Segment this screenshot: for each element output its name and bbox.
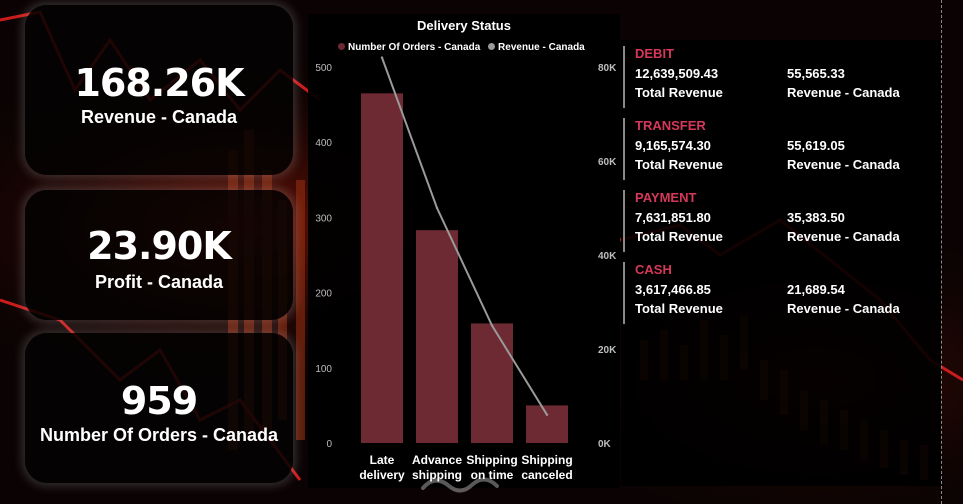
total-revenue-value: 7,631,851.80 (635, 210, 711, 225)
y-axis-left-tick: 500 (315, 63, 332, 74)
chart-plot-area: 500 400 300 200 100 0 80K 60K 40K 20K 0K Latedelive… (315, 56, 617, 482)
revenue-canada-label: Revenue - Canada (787, 157, 900, 172)
revenue-canada-label: Revenue - Canada (787, 301, 900, 316)
bar-number-of-orders (416, 230, 458, 443)
legend-label-orders: Number Of Orders - Canada (348, 42, 481, 53)
revenue-canada-label: Revenue - Canada (787, 85, 900, 100)
revenue-canada-card: 168.26K Revenue - Canada (25, 5, 293, 175)
payment-type-name: TRANSFER (635, 118, 706, 133)
total-revenue-value: 12,639,509.43 (635, 66, 719, 81)
y-axis-right-tick: 0K (598, 439, 612, 450)
revenue-canada-value: 55,619.05 (787, 138, 845, 153)
profit-canada-card: 23.90K Profit - Canada (25, 190, 293, 320)
payment-type-name: CASH (635, 262, 672, 277)
bar-number-of-orders (471, 323, 513, 443)
legend-swatch-orders (338, 43, 345, 50)
x-axis-category-label: on time (471, 468, 514, 482)
x-axis-category-label: Shipping (521, 453, 572, 467)
revenue-canada-label: Revenue - Canada (80, 107, 238, 127)
revenue-canada-label: Revenue - Canada (787, 229, 900, 244)
profit-canada-label: Profit - Canada (94, 272, 223, 292)
payment-type-name: DEBIT (635, 46, 674, 61)
y-axis-left-tick: 300 (315, 213, 332, 224)
y-axis-right-tick: 40K (598, 251, 617, 262)
bar-number-of-orders (361, 93, 403, 443)
x-axis-category-label: Shipping (466, 453, 517, 467)
chart-legend[interactable]: Number Of Orders - Canada Revenue - Cana… (338, 42, 590, 53)
delivery-status-chart[interactable]: Delivery Status Number Of Orders - Canad… (308, 14, 620, 488)
legend-swatch-revenue (488, 43, 496, 50)
profit-canada-value: 23.90K (87, 224, 232, 268)
revenue-canada-value: 35,383.50 (787, 210, 845, 225)
legend-label-revenue: Revenue - Canada (498, 42, 585, 53)
frame-divider (941, 0, 942, 504)
point-revenue-canada (435, 206, 439, 210)
revenue-canada-value: 55,565.33 (787, 66, 845, 81)
point-revenue-canada (490, 324, 494, 327)
revenue-canada-value: 168.26K (74, 61, 244, 105)
y-axis-left-tick: 400 (315, 138, 332, 149)
y-axis-left-tick: 100 (315, 364, 332, 375)
y-axis-left-tick: 200 (315, 289, 332, 300)
revenue-canada-value: 21,689.54 (787, 282, 845, 297)
payment-type-card: DEBIT 12,639,509.43 Total Revenue 55,565… (621, 40, 941, 486)
total-revenue-label: Total Revenue (635, 301, 723, 316)
legend-item-revenue[interactable]: Revenue - Canada (488, 42, 585, 53)
x-axis-category-label: canceled (521, 468, 572, 482)
payment-type-debit: DEBIT 12,639,509.43 Total Revenue 55,565… (623, 46, 925, 108)
payment-type-name: PAYMENT (635, 190, 697, 205)
number-of-orders-canada-value: 959 (120, 379, 198, 423)
total-revenue-label: Total Revenue (635, 85, 723, 100)
line-revenue-canada (381, 57, 548, 416)
x-axis-category-label: Late (370, 453, 395, 467)
watermark-logo (421, 477, 499, 493)
y-axis-right-tick: 20K (598, 345, 617, 356)
payment-type-payment: PAYMENT 7,631,851.80 Total Revenue 35,38… (623, 190, 925, 252)
chart-title: Delivery Status (417, 18, 511, 33)
total-revenue-label: Total Revenue (635, 229, 723, 244)
y-axis-right-tick: 80K (598, 63, 617, 74)
number-of-orders-canada-card: 959 Number Of Orders - Canada (25, 333, 293, 483)
legend-item-orders[interactable]: Number Of Orders - Canada (338, 42, 480, 53)
x-axis-category-label: shipping (412, 468, 462, 482)
x-axis-category-label: delivery (359, 468, 405, 482)
number-of-orders-canada-label: Number Of Orders - Canada (39, 425, 279, 445)
y-axis-right-tick: 60K (598, 157, 617, 168)
total-revenue-value: 3,617,466.85 (635, 282, 711, 297)
point-revenue-canada (545, 413, 549, 416)
payment-type-transfer: TRANSFER 9,165,574.30 Total Revenue 55,6… (623, 118, 925, 180)
point-revenue-canada (380, 56, 384, 59)
bar-number-of-orders (526, 405, 568, 443)
payment-type-cash: CASH 3,617,466.85 Total Revenue 21,689.5… (623, 262, 925, 324)
x-axis-category-label: Advance (412, 453, 462, 467)
total-revenue-label: Total Revenue (635, 157, 723, 172)
total-revenue-value: 9,165,574.30 (635, 138, 711, 153)
y-axis-left-tick: 0 (326, 439, 332, 450)
